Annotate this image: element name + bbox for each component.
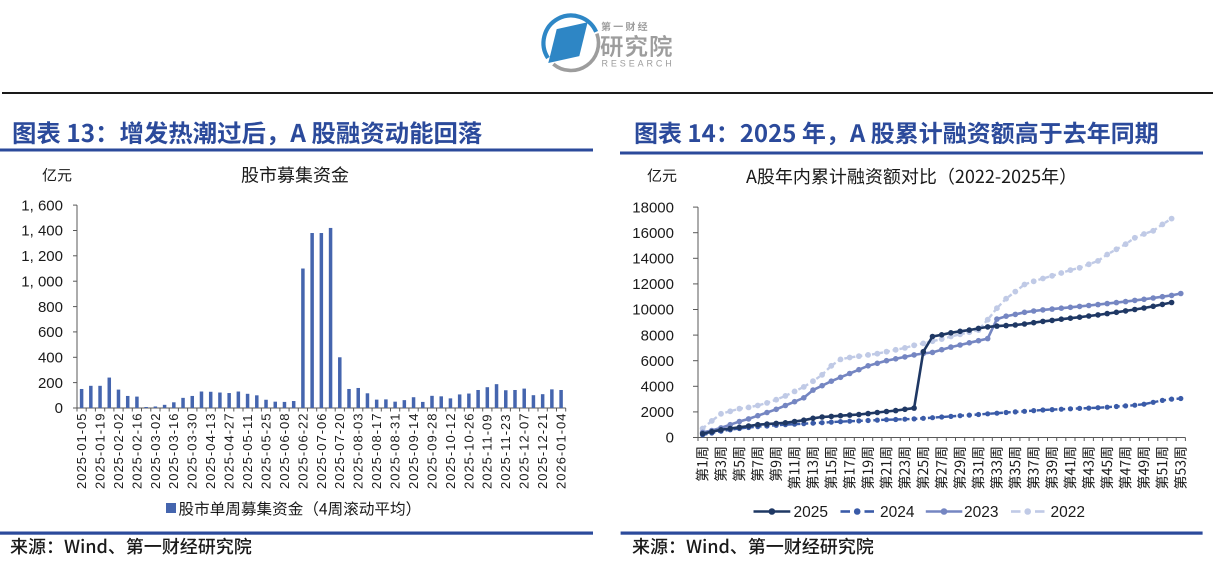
svg-text:16000: 16000 <box>632 225 674 242</box>
svg-text:2025-07-06: 2025-07-06 <box>314 413 329 490</box>
svg-text:2025-02-16: 2025-02-16 <box>129 413 144 490</box>
svg-text:1, 000: 1, 000 <box>21 273 63 290</box>
svg-text:600: 600 <box>38 324 63 341</box>
svg-text:RESEARCH: RESEARCH <box>602 59 675 69</box>
svg-text:2023: 2023 <box>964 504 998 521</box>
svg-text:2025: 2025 <box>794 504 828 521</box>
svg-text:2025-07-20: 2025-07-20 <box>332 413 347 490</box>
svg-text:2025-09-14: 2025-09-14 <box>406 413 421 490</box>
svg-text:400: 400 <box>38 350 63 367</box>
svg-text:2025-06-22: 2025-06-22 <box>295 413 310 490</box>
svg-text:2022: 2022 <box>1051 504 1085 521</box>
svg-text:2025-01-19: 2025-01-19 <box>93 413 108 490</box>
svg-text:10000: 10000 <box>632 302 674 319</box>
svg-text:2025-04-13: 2025-04-13 <box>203 413 218 490</box>
svg-text:8000: 8000 <box>641 327 674 344</box>
svg-text:2025-05-11: 2025-05-11 <box>240 413 255 489</box>
svg-text:2025-06-08: 2025-06-08 <box>277 413 292 490</box>
svg-text:2025-10-26: 2025-10-26 <box>461 413 476 490</box>
svg-text:14000: 14000 <box>632 251 674 268</box>
svg-text:2025-08-17: 2025-08-17 <box>369 413 384 490</box>
svg-text:2025-12-21: 2025-12-21 <box>535 413 550 490</box>
svg-text:2025-08-03: 2025-08-03 <box>351 413 366 490</box>
svg-text:0: 0 <box>55 400 63 417</box>
svg-text:2025-09-28: 2025-09-28 <box>424 412 439 489</box>
svg-text:2025-02-02: 2025-02-02 <box>111 413 126 490</box>
svg-text:2024: 2024 <box>880 504 915 521</box>
svg-text:2025-10-12: 2025-10-12 <box>443 413 458 490</box>
svg-text:4000: 4000 <box>641 379 674 396</box>
svg-text:2025-12-07: 2025-12-07 <box>517 413 532 490</box>
svg-text:12000: 12000 <box>632 276 674 293</box>
svg-text:1, 200: 1, 200 <box>21 248 63 265</box>
svg-text:0: 0 <box>666 430 674 447</box>
svg-text:2025-05-25: 2025-05-25 <box>258 413 273 490</box>
svg-text:18000: 18000 <box>632 199 674 216</box>
svg-text:2025-03-02: 2025-03-02 <box>148 413 163 490</box>
svg-text:2025-03-16: 2025-03-16 <box>166 413 181 490</box>
svg-text:2026-01-04: 2026-01-04 <box>554 413 569 490</box>
svg-text:2025-03-30: 2025-03-30 <box>185 413 200 490</box>
svg-text:2025-04-27: 2025-04-27 <box>222 413 237 490</box>
svg-text:2025-01-05: 2025-01-05 <box>74 413 89 490</box>
svg-text:200: 200 <box>38 375 63 392</box>
svg-text:2025-08-31: 2025-08-31 <box>388 413 403 490</box>
svg-text:1, 400: 1, 400 <box>21 223 63 240</box>
svg-text:2025-11-23: 2025-11-23 <box>498 413 513 489</box>
svg-text:1, 600: 1, 600 <box>21 197 63 214</box>
svg-text:800: 800 <box>38 299 63 316</box>
svg-text:2025-11-09: 2025-11-09 <box>480 413 495 489</box>
svg-text:6000: 6000 <box>641 353 674 370</box>
svg-text:2000: 2000 <box>641 404 674 421</box>
